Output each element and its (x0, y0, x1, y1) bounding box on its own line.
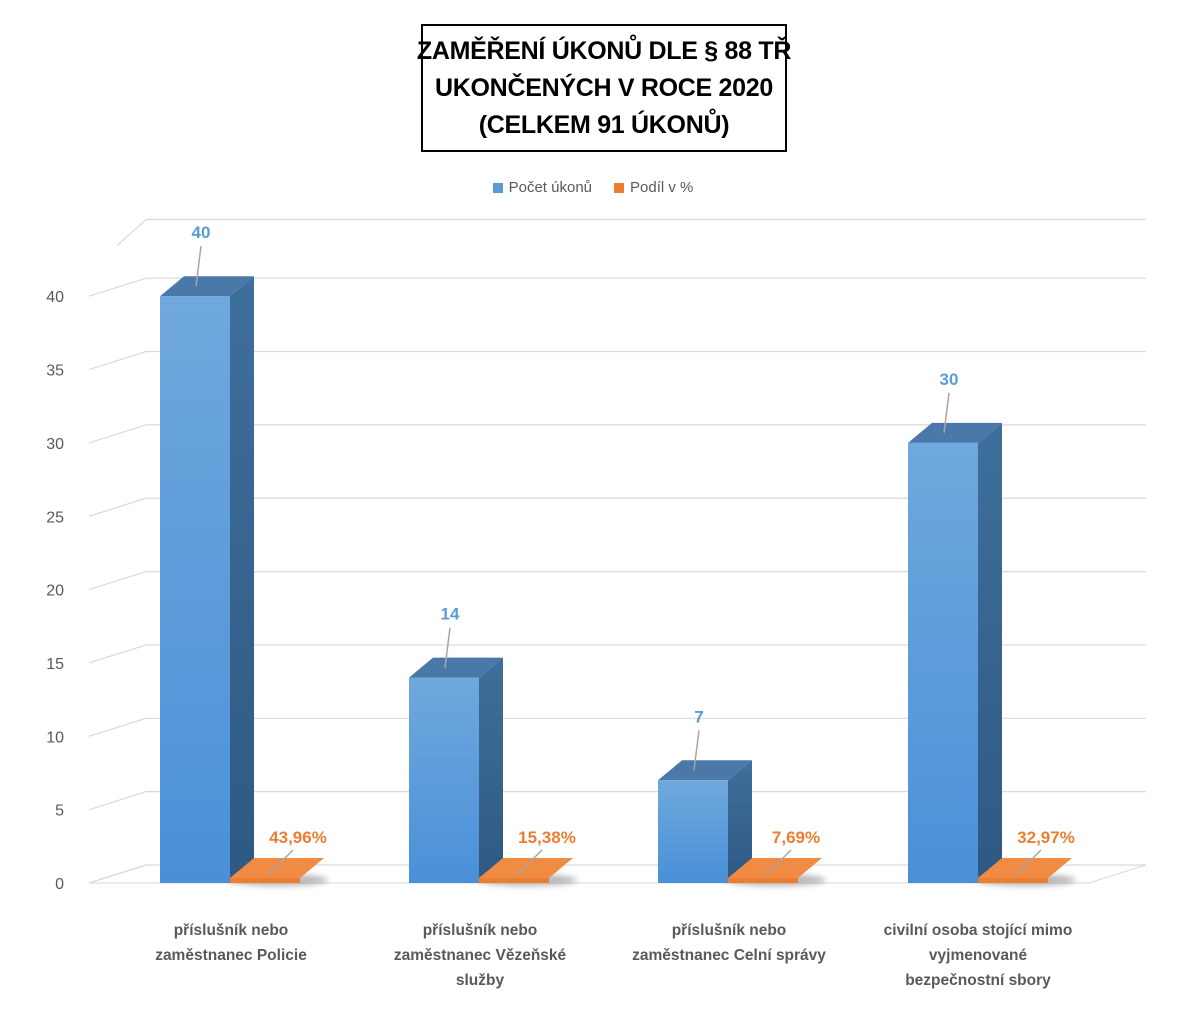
y-tick-label: 0 (55, 876, 64, 893)
bar-count (908, 442, 978, 883)
legend-label-share: Podíl v % (630, 179, 694, 196)
data-label-leader (195, 246, 202, 287)
bar-share-top (479, 858, 573, 878)
chart-title-line-2: UKONČENÝCH V ROCE 2020 (435, 73, 773, 102)
gridline-depth (116, 219, 147, 246)
bar-count-top (658, 760, 752, 781)
y-tick-label: 15 (46, 656, 64, 673)
x-category-label-line: příslušník nebo (173, 922, 289, 939)
data-label-share: 32,97% (1017, 828, 1075, 847)
chart-title-line-1: ZAMĚŘENÍ ÚKONŮ DLE § 88 TŘ (416, 36, 792, 65)
bar-count-top (409, 657, 503, 678)
x-category-label-line: zaměstnanec Policie (155, 947, 307, 964)
bar-count (160, 296, 230, 883)
bar-share (728, 878, 798, 883)
legend-label-count: Počet úkonů (508, 179, 593, 196)
bar-count-top (908, 422, 1002, 443)
data-label-count: 14 (441, 605, 460, 624)
data-label-leader (267, 849, 294, 876)
x-category-label: příslušník nebo zaměstnanec Celní správy (614, 918, 844, 968)
x-category-label: civilní osoba stojící mimo vyjmenované bez… (863, 918, 1093, 993)
data-label-share: 43,96% (269, 828, 327, 847)
data-label-leader (943, 392, 950, 433)
bar-share (479, 878, 549, 883)
gridline-depth (88, 277, 147, 297)
data-label-count: 30 (940, 370, 959, 389)
data-label-leader (516, 849, 543, 876)
gridline-depth (88, 424, 147, 444)
bar-count (658, 780, 728, 883)
bar-count-side (728, 760, 752, 883)
data-label-count: 40 (192, 223, 211, 242)
bar-share-top (978, 858, 1072, 878)
gridline-depth (88, 350, 147, 371)
data-label-leader (1015, 849, 1042, 876)
data-label-share: 7,69% (772, 828, 820, 847)
x-category-label-line: zaměstnanec Vězeňské (393, 947, 567, 964)
bar-share-top (230, 858, 324, 878)
x-category-label-line: příslušník nebo (671, 922, 787, 939)
x-category-label: příslušník nebo zaměstnanec Vězeňské služb… (365, 918, 595, 993)
data-label-leader (693, 730, 700, 771)
y-tick-label: 10 (46, 729, 64, 746)
x-category-label-line: zaměstnanec Celní správy (632, 947, 826, 964)
gridline-depth (88, 497, 147, 517)
gridline-depth (88, 571, 147, 591)
bar-count-top (160, 276, 254, 297)
legend-item-count: Počet úkonů (492, 179, 593, 196)
gridline-depth (88, 864, 147, 884)
gridline-depth (88, 717, 147, 737)
gridline-depth (88, 791, 147, 811)
bar-share (230, 878, 300, 883)
x-category-label: příslušník nebo zaměstnanec Policie (116, 918, 346, 968)
y-tick-label: 5 (55, 803, 64, 820)
bar-share (978, 878, 1048, 883)
y-tick-label: 40 (46, 289, 64, 306)
data-label-share: 15,38% (518, 828, 576, 847)
legend-item-share: Podíl v % (614, 179, 693, 196)
x-category-label-line: příslušník nebo (422, 922, 538, 939)
bar-count (409, 677, 479, 883)
gridline-depth (88, 644, 147, 664)
data-label-leader (765, 849, 792, 876)
data-label-leader (444, 627, 451, 668)
chart-title-line-3: (CELKEM 91 ÚKONŮ) (478, 110, 730, 139)
x-category-label-line: civilní osoba stojící mimo (883, 922, 1073, 939)
bar-share-top (728, 858, 822, 878)
data-label-count: 7 (694, 707, 703, 726)
legend-swatch-share (614, 182, 625, 193)
bar-count-side (479, 657, 503, 883)
y-tick-label: 25 (46, 509, 64, 526)
x-category-label-line: služby (455, 972, 505, 989)
y-tick-label: 35 (46, 363, 64, 380)
bar-count-side (978, 422, 1002, 883)
chart-title: ZAMĚŘENÍ ÚKONŮ DLE § 88 TŘ UKONČENÝCH V … (417, 24, 791, 152)
x-category-label-line: vyjmenované (928, 947, 1028, 964)
x-category-label-line: bezpečnostní sbory (905, 972, 1051, 989)
legend: Počet úkonů Podíl v % (0, 179, 1186, 196)
y-tick-label: 30 (46, 436, 64, 453)
bar-count-side (230, 276, 254, 883)
y-tick-label: 20 (46, 583, 64, 600)
legend-swatch-count (492, 182, 503, 193)
